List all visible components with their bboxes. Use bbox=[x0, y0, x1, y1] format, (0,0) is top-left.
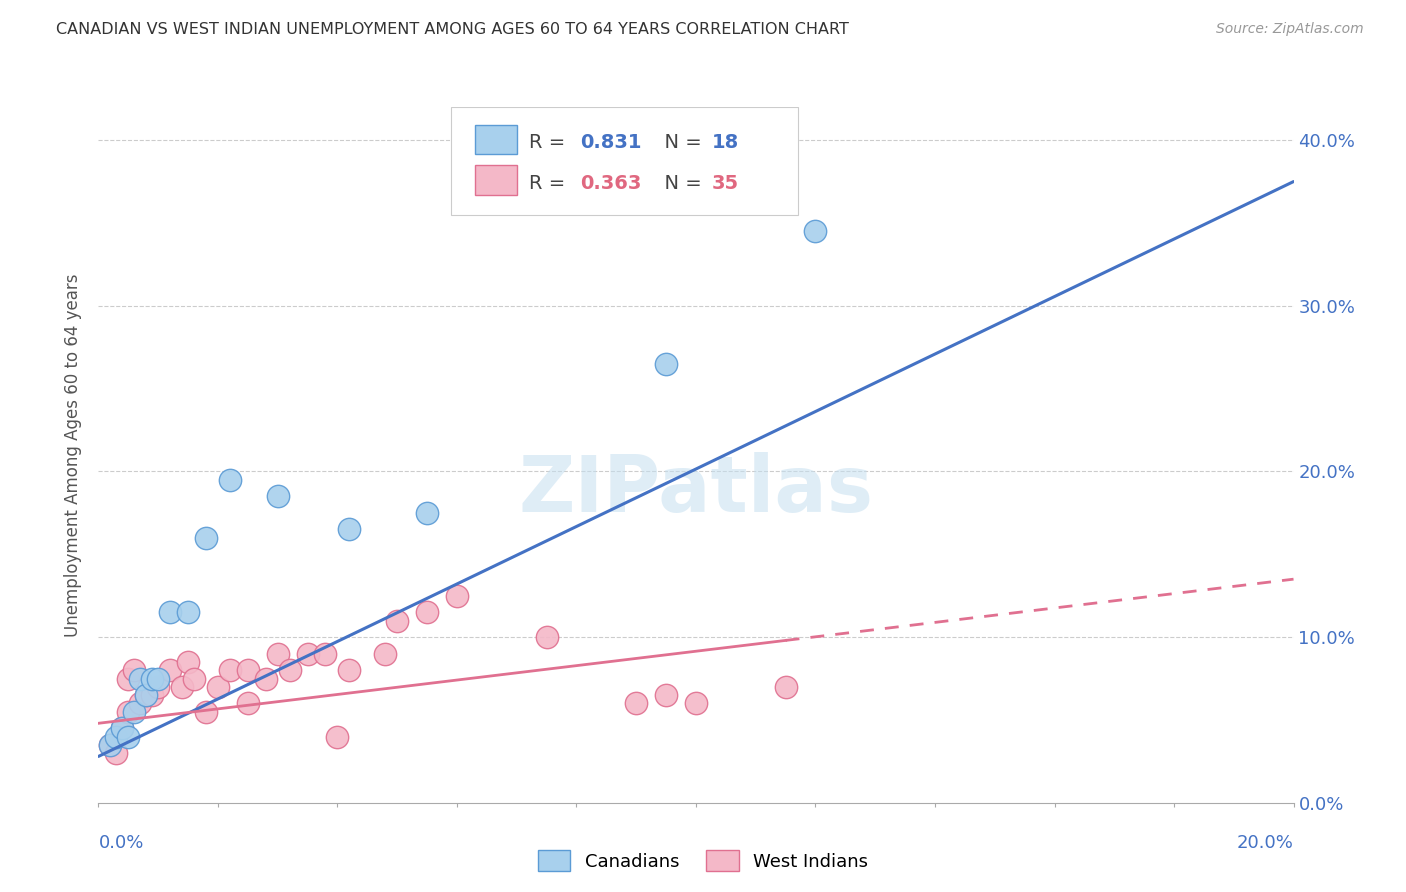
Point bbox=[111, 721, 134, 735]
Point bbox=[111, 721, 134, 735]
Point bbox=[124, 663, 146, 677]
Point bbox=[416, 605, 439, 619]
Point bbox=[236, 663, 259, 677]
Point bbox=[195, 705, 218, 719]
Point bbox=[105, 730, 128, 744]
Point bbox=[135, 688, 157, 702]
Point bbox=[385, 614, 409, 628]
Text: 0.0%: 0.0% bbox=[98, 834, 143, 852]
Point bbox=[267, 647, 290, 661]
Point bbox=[177, 605, 200, 619]
Point bbox=[219, 663, 242, 677]
Text: 0.831: 0.831 bbox=[581, 134, 641, 153]
Point bbox=[374, 647, 396, 661]
Point bbox=[135, 688, 157, 702]
Point bbox=[416, 506, 439, 520]
Point bbox=[297, 647, 319, 661]
Legend: Canadians, West Indians: Canadians, West Indians bbox=[530, 843, 876, 879]
Point bbox=[117, 730, 139, 744]
Point bbox=[446, 589, 468, 603]
Point bbox=[172, 680, 194, 694]
Text: R =: R = bbox=[529, 174, 571, 193]
Point bbox=[195, 531, 218, 545]
Text: Source: ZipAtlas.com: Source: ZipAtlas.com bbox=[1216, 22, 1364, 37]
Point bbox=[129, 697, 152, 711]
Point bbox=[775, 680, 797, 694]
Text: 18: 18 bbox=[711, 134, 738, 153]
Point bbox=[236, 697, 259, 711]
Point bbox=[219, 473, 242, 487]
Point bbox=[278, 663, 301, 677]
Point bbox=[685, 697, 707, 711]
Point bbox=[177, 655, 200, 669]
Point bbox=[536, 630, 558, 644]
Point bbox=[326, 730, 349, 744]
Text: R =: R = bbox=[529, 134, 571, 153]
Point bbox=[129, 672, 152, 686]
Point bbox=[626, 697, 648, 711]
Point bbox=[339, 663, 360, 677]
Point bbox=[207, 680, 229, 694]
Point bbox=[100, 738, 122, 752]
Text: N =: N = bbox=[652, 134, 707, 153]
Text: N =: N = bbox=[652, 174, 707, 193]
Point bbox=[339, 523, 360, 537]
Point bbox=[117, 705, 139, 719]
Point bbox=[655, 357, 678, 371]
Point bbox=[141, 672, 163, 686]
Point bbox=[159, 605, 181, 619]
Point bbox=[117, 672, 139, 686]
Point bbox=[148, 680, 170, 694]
Point bbox=[804, 224, 827, 238]
Point bbox=[141, 688, 163, 702]
Point bbox=[254, 672, 277, 686]
Point bbox=[267, 489, 290, 503]
Text: 0.363: 0.363 bbox=[581, 174, 641, 193]
Point bbox=[655, 688, 678, 702]
Point bbox=[315, 647, 337, 661]
FancyBboxPatch shape bbox=[451, 107, 797, 215]
Point bbox=[100, 738, 122, 752]
Point bbox=[183, 672, 205, 686]
Point bbox=[148, 672, 170, 686]
FancyBboxPatch shape bbox=[475, 125, 517, 154]
Text: CANADIAN VS WEST INDIAN UNEMPLOYMENT AMONG AGES 60 TO 64 YEARS CORRELATION CHART: CANADIAN VS WEST INDIAN UNEMPLOYMENT AMO… bbox=[56, 22, 849, 37]
Point bbox=[105, 746, 128, 760]
Text: 35: 35 bbox=[711, 174, 738, 193]
Point bbox=[159, 663, 181, 677]
Text: ZIPatlas: ZIPatlas bbox=[519, 451, 873, 528]
Y-axis label: Unemployment Among Ages 60 to 64 years: Unemployment Among Ages 60 to 64 years bbox=[65, 273, 83, 637]
FancyBboxPatch shape bbox=[475, 166, 517, 194]
Text: 20.0%: 20.0% bbox=[1237, 834, 1294, 852]
Point bbox=[124, 705, 146, 719]
